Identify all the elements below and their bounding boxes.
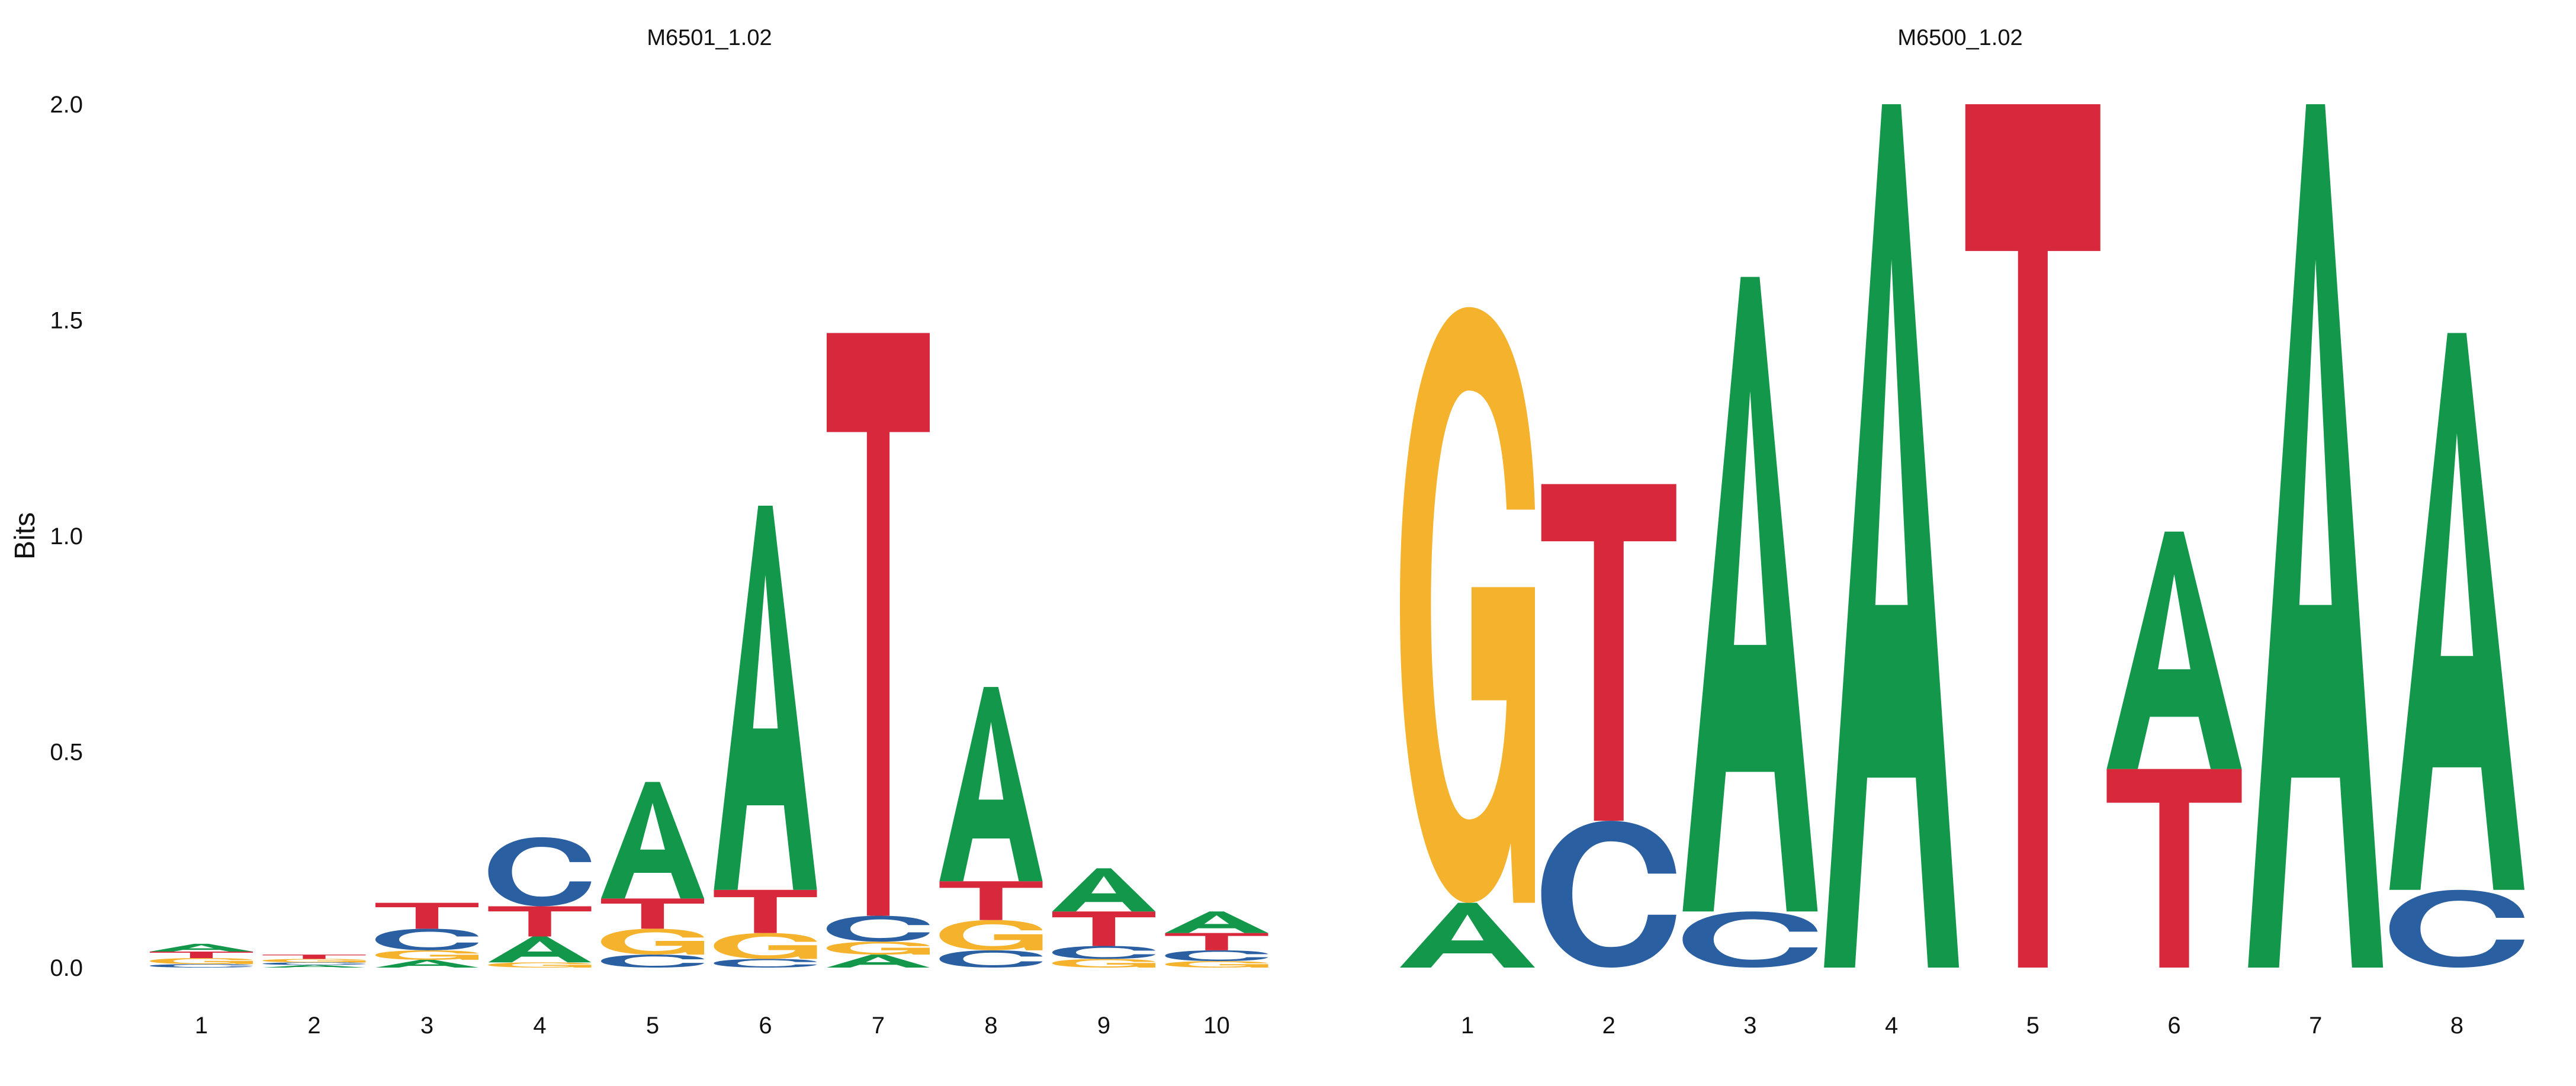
x-tick-label: 9 [1097, 1013, 1110, 1039]
logo-letter-t [2106, 769, 2242, 968]
logo-letter-g [1052, 959, 1155, 968]
logo-letter-t [601, 898, 704, 929]
logo-letter-t [262, 955, 366, 959]
y-tick-label: 2.0 [50, 92, 83, 118]
logo-letter-a [939, 687, 1043, 882]
logo-letter-c [1682, 911, 1818, 968]
logo-letter-g [939, 920, 1043, 950]
x-tick-label: 7 [872, 1013, 885, 1039]
logo-letter-c [714, 959, 817, 968]
x-tick-label: 5 [2026, 1013, 2039, 1039]
x-tick-label: 5 [646, 1013, 659, 1039]
logo-letter-g [1165, 961, 1268, 968]
logo-letter-a [827, 955, 930, 968]
logo-letter-c [150, 964, 253, 968]
x-tick-label: 4 [1885, 1013, 1898, 1039]
logo-letter-g [375, 950, 478, 960]
logo-letter-a [1165, 911, 1268, 933]
x-tick-label: 4 [533, 1013, 546, 1039]
logo-letter-t [827, 333, 930, 916]
x-tick-label: 6 [2167, 1013, 2180, 1039]
logo-letter-c [375, 928, 478, 950]
logo-letter-t [1052, 911, 1155, 946]
x-tick-label: 8 [984, 1013, 997, 1039]
logo-letter-g [1400, 307, 1535, 903]
logo-letter-c [262, 962, 366, 965]
x-tick-label: 1 [1461, 1013, 1474, 1039]
y-tick-label: 0.0 [50, 955, 83, 981]
logo-letter-a [1052, 868, 1155, 912]
logo-letter-a [1682, 277, 1818, 912]
logo-letter-a [262, 965, 366, 968]
logo-letter-t [1541, 484, 1676, 821]
logo-letter-a [601, 782, 704, 899]
x-tick-label: 2 [1602, 1013, 1615, 1039]
logo-letter-a [2389, 333, 2524, 890]
logo-letter-g [714, 933, 817, 959]
logo-letter-t [714, 889, 817, 933]
y-tick-label: 0.5 [50, 740, 83, 766]
logo-letter-c [1541, 821, 1676, 968]
x-tick-label: 3 [1743, 1013, 1756, 1039]
panel-title: M6501_1.02 [647, 25, 772, 50]
logo-letter-c [2389, 889, 2524, 968]
logo-letter-a [2248, 104, 2384, 968]
logo-letter-g [601, 928, 704, 955]
logo-letter-c [939, 950, 1043, 968]
logo-letter-a [2106, 531, 2242, 769]
y-tick-label: 1.5 [50, 308, 83, 334]
logo-panel-right: M6500_1.02 1 2 3 4 5 6 7 8 [1400, 25, 2524, 1039]
logo-letter-a [1400, 902, 1535, 968]
logo-letter-t [1965, 104, 2100, 968]
logo-letter-a [1824, 104, 1960, 968]
logo-letter-g [262, 959, 366, 963]
logo-letter-g [488, 962, 592, 968]
logo-letter-t [1165, 933, 1268, 950]
y-tick-label: 1.0 [50, 523, 83, 550]
logo-letter-t [150, 952, 253, 958]
logo-letter-g [150, 958, 253, 965]
panel-title: M6500_1.02 [1897, 25, 2022, 50]
x-tick-label: 7 [2309, 1013, 2322, 1039]
logo-letter-a [150, 943, 253, 952]
logo-letter-c [601, 955, 704, 968]
logo-letter-c [1165, 950, 1268, 962]
logo-letter-c [1052, 946, 1155, 959]
logo-letter-t [939, 881, 1043, 920]
logo-letter-c [827, 915, 930, 942]
x-tick-label: 10 [1203, 1013, 1230, 1039]
logo-letter-g [827, 942, 930, 955]
x-tick-label: 2 [307, 1013, 320, 1039]
logo-letter-c [488, 837, 592, 907]
x-tick-label: 6 [759, 1013, 772, 1039]
logo-letter-t [488, 906, 592, 937]
logo-letter-a [714, 505, 817, 890]
logo-letter-a [488, 936, 592, 963]
logo-panel-left: M6501_1.02 Bits 0.0 0.5 1.0 1.5 2.0 1 2 3 4 5 6 7 8 9 10 [9, 25, 1268, 1039]
x-tick-label: 3 [420, 1013, 433, 1039]
x-tick-label: 1 [195, 1013, 208, 1039]
y-axis-label: Bits [9, 512, 41, 560]
x-tick-label: 8 [2450, 1013, 2463, 1039]
logo-letter-a [375, 959, 478, 968]
logo-letter-t [375, 902, 478, 929]
